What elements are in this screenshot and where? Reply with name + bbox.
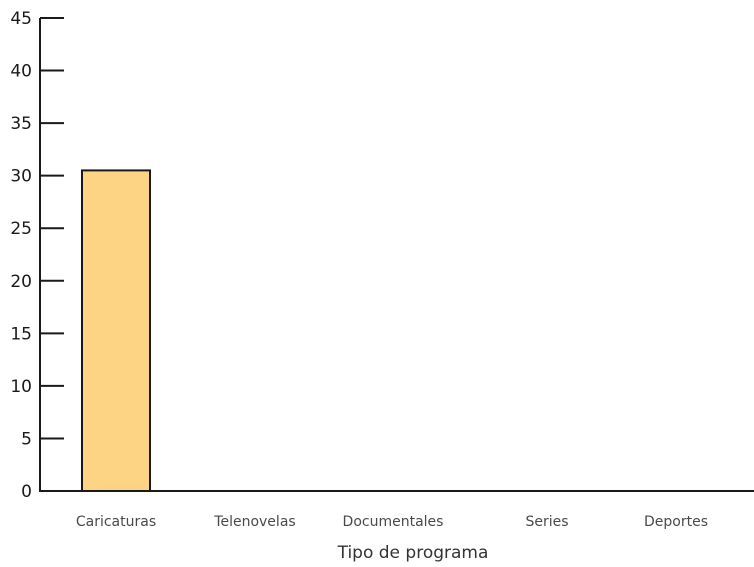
y-axis-ticks: 0 5 10 15 20 25 30 35 40 45 (10, 9, 64, 502)
y-tick-label: 30 (10, 167, 32, 187)
y-tick-label: 20 (10, 272, 32, 292)
x-tick-label: Documentales (343, 514, 444, 530)
bar-caricaturas (81, 169, 151, 493)
y-tick-label: 45 (10, 9, 32, 29)
bars (81, 169, 151, 493)
y-tick-label: 15 (10, 324, 32, 344)
y-tick-label: 5 (21, 429, 32, 449)
y-tick-label: 35 (10, 114, 32, 134)
y-tick-label: 10 (10, 377, 32, 397)
y-tick-label: 0 (21, 482, 32, 502)
x-axis-label: Tipo de programa (337, 543, 489, 563)
y-tick-label: 40 (10, 62, 32, 82)
x-tick-label: Caricaturas (76, 514, 156, 530)
y-tick-label: 25 (10, 219, 32, 239)
x-tick-label: Deportes (644, 514, 708, 530)
x-axis-category-labels: Caricaturas Telenovelas Documentales Series… (76, 514, 708, 530)
x-tick-label: Series (525, 514, 568, 530)
x-tick-label: Telenovelas (213, 514, 295, 530)
